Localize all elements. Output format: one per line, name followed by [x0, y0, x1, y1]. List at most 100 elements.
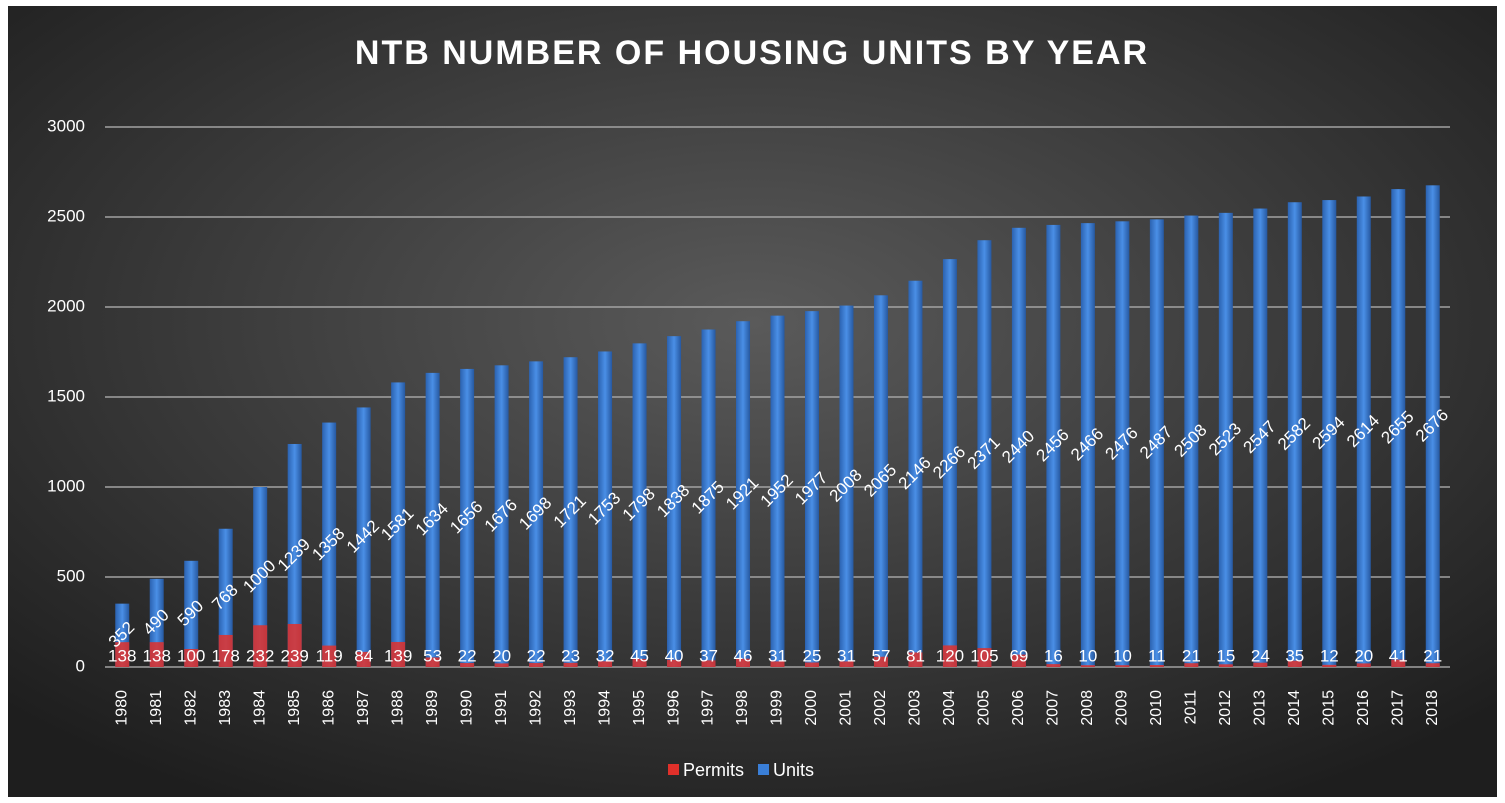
bar [908, 652, 923, 667]
x-tick-label: 1998 [734, 690, 751, 726]
x-tick-label: 1987 [355, 690, 372, 726]
bar [1218, 664, 1233, 667]
data-label: 120 [936, 646, 964, 665]
bar [770, 661, 785, 667]
data-label: 23 [561, 646, 580, 665]
bar [322, 645, 337, 667]
bar [667, 659, 682, 667]
bar [425, 372, 440, 667]
bar [1011, 227, 1026, 668]
bar [1287, 202, 1302, 668]
bar [287, 623, 302, 667]
bar [1115, 221, 1130, 667]
x-tick-label: 2018 [1424, 690, 1441, 726]
bar [873, 656, 888, 667]
bar [977, 648, 992, 667]
bar [1184, 215, 1199, 667]
bar [1356, 663, 1371, 667]
bar [1391, 189, 1406, 667]
x-tick-label: 1996 [665, 690, 682, 726]
bar [632, 658, 647, 667]
x-tick-label: 2008 [1079, 690, 1096, 726]
data-label: 45 [630, 646, 649, 665]
bar [391, 641, 406, 667]
data-label: 15 [1216, 646, 1235, 665]
bar [149, 642, 164, 667]
bar [253, 487, 268, 667]
bar [873, 295, 888, 667]
data-label: 139 [384, 646, 412, 665]
data-label: 57 [872, 646, 891, 665]
data-label: 20 [492, 646, 511, 665]
bar [115, 642, 130, 667]
bar [322, 422, 337, 667]
x-tick-label: 2005 [976, 690, 993, 726]
legend-label: Permits [683, 760, 744, 780]
bar [942, 259, 957, 667]
bar [1046, 224, 1061, 668]
data-label: 25 [803, 646, 822, 665]
bar [529, 361, 544, 667]
x-tick-label: 1983 [217, 690, 234, 726]
bar [736, 658, 751, 667]
x-tick-label: 2007 [1045, 690, 1062, 726]
bar [804, 311, 819, 667]
x-tick-label: 1980 [113, 690, 130, 726]
x-tick-label: 1997 [700, 690, 717, 726]
bar [253, 625, 268, 667]
x-tick-label: 1981 [148, 690, 165, 726]
bar [287, 443, 302, 667]
chart-title: NTB NUMBER OF HOUSING UNITS BY YEAR [355, 34, 1149, 72]
bar [1322, 200, 1337, 667]
x-tick-label: 1990 [458, 690, 475, 726]
data-label: 10 [1113, 646, 1132, 665]
bar [804, 662, 819, 667]
y-tick-label: 1000 [47, 476, 85, 495]
data-label: 37 [699, 646, 718, 665]
y-tick-label: 2500 [47, 206, 85, 225]
data-label: 40 [665, 646, 684, 665]
bar [218, 528, 233, 667]
bar [701, 329, 716, 667]
data-label: 22 [458, 646, 477, 665]
bar [839, 661, 854, 667]
bar [736, 321, 751, 667]
bar [1425, 185, 1440, 667]
x-tick-label: 2015 [1321, 690, 1338, 726]
x-tick-label: 1988 [389, 690, 406, 726]
data-label: 12 [1320, 646, 1339, 665]
bar [1356, 196, 1371, 668]
data-label: 119 [316, 646, 343, 665]
data-label: 11 [1148, 646, 1166, 665]
bar [563, 662, 578, 667]
bar [218, 634, 233, 667]
x-tick-label: 2010 [1148, 690, 1165, 726]
bar [770, 315, 785, 667]
data-label: 100 [177, 646, 205, 665]
data-label: 21 [1423, 646, 1442, 665]
bar [1011, 654, 1026, 667]
data-label: 31 [768, 646, 787, 665]
legend-swatch [758, 764, 770, 775]
bar [1115, 665, 1130, 667]
y-tick-label: 3000 [47, 116, 85, 135]
bar [529, 663, 544, 667]
x-tick-label: 1999 [769, 690, 786, 726]
bar [598, 351, 613, 667]
legend-swatch [668, 764, 679, 775]
bar [1149, 665, 1164, 667]
data-label: 178 [212, 646, 240, 665]
bar [1253, 208, 1268, 668]
x-tick-label: 2016 [1355, 690, 1372, 726]
bar [391, 382, 406, 667]
bar [1080, 223, 1095, 667]
x-tick-label: 2013 [1252, 690, 1269, 726]
data-label: 21 [1182, 646, 1201, 665]
bar [1287, 660, 1302, 667]
x-tick-label: 2004 [941, 690, 958, 726]
bar [1391, 659, 1406, 667]
bar [494, 365, 509, 667]
data-label: 46 [734, 646, 753, 665]
bar [598, 661, 613, 667]
